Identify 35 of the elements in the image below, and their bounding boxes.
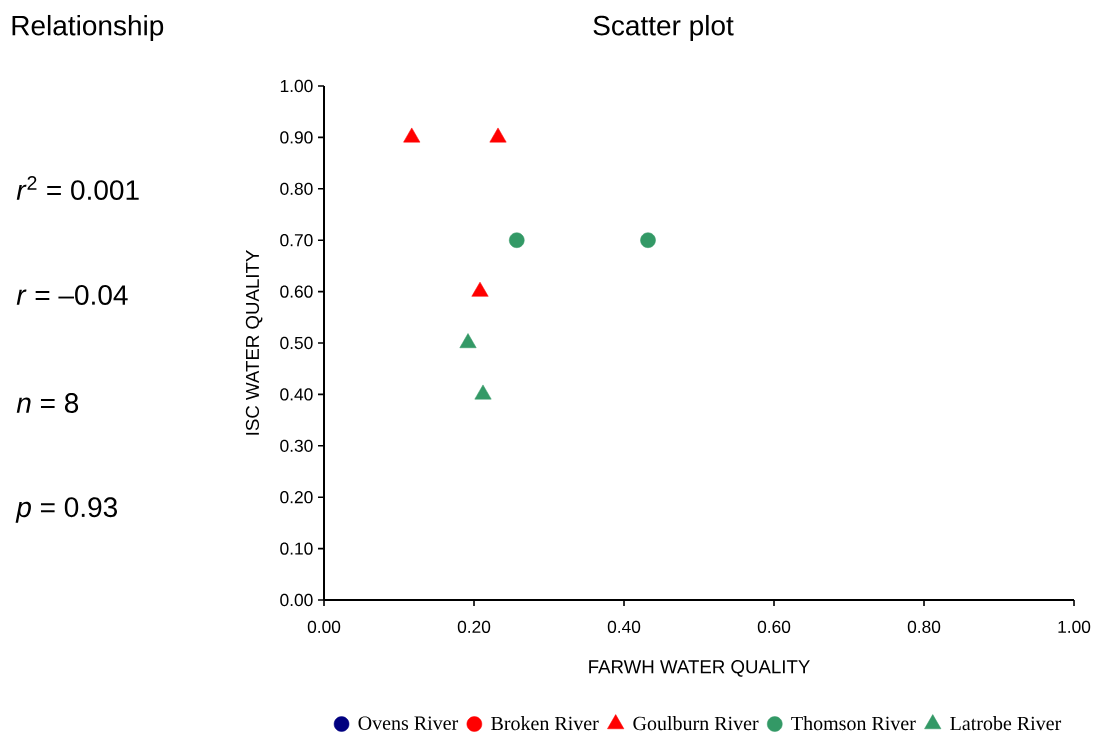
x-tick-label: 0.00 (307, 620, 341, 633)
point (459, 333, 477, 348)
y-tick-label: 0.10 (280, 542, 313, 555)
legend-label: Latrobe River (950, 716, 1062, 731)
y-tick-label: 0.30 (280, 439, 313, 452)
y-tick-label: 0.50 (280, 336, 313, 350)
x-axis-title: FARWH WATER QUALITY (589, 660, 810, 677)
text: p = 0.93 (15, 497, 117, 523)
x-tick-label: 0.20 (457, 620, 491, 633)
text: n = 8 (16, 393, 79, 413)
x-tick-label: 0.40 (607, 620, 641, 633)
y-tick-label: 0.40 (280, 388, 313, 401)
y-tick-label: 0.60 (280, 285, 313, 298)
point (489, 127, 507, 143)
point (474, 384, 492, 400)
text: r = –0.04 (16, 285, 128, 305)
y-tick-label: 0.70 (280, 234, 313, 247)
y-tick-label: 0.90 (280, 131, 313, 144)
y-tick-label: 0.80 (280, 182, 313, 195)
y-tick-label: 0.00 (280, 593, 313, 607)
text: r$^{2}$ = 0.001 (16, 176, 139, 200)
point (471, 281, 489, 297)
legend-label: Thomson River (791, 716, 916, 731)
y-axis-title: ISC WATER QUALITY (245, 250, 263, 435)
y-tick-label: 0.20 (280, 491, 313, 504)
y-tick-label: 1.00 (280, 79, 313, 93)
legend-label: Broken River (491, 716, 599, 731)
chart-title: Scatter plot (593, 14, 734, 42)
x-tick-label: 0.80 (907, 620, 941, 633)
legend-label: Goulburn River (633, 716, 759, 731)
point (403, 127, 421, 143)
x-tick-label: 1.00 (1058, 620, 1091, 633)
text: Relationship (12, 14, 164, 42)
x-tick-label: 0.60 (757, 620, 791, 633)
legend-label: Ovens River (358, 716, 459, 730)
